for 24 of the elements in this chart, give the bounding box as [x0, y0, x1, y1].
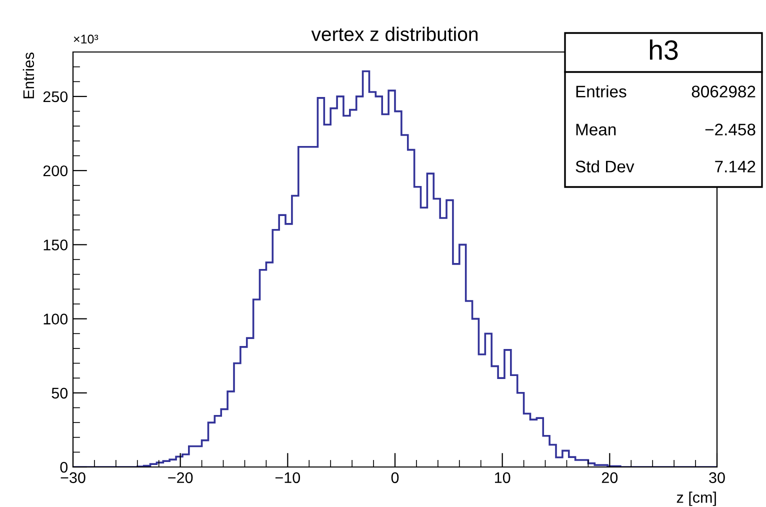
x-axis-title: z [cm] — [676, 492, 716, 506]
x-tick-label: −20 — [168, 472, 193, 484]
x-tick-label: −30 — [60, 472, 86, 484]
y-tick-label: 250 — [43, 91, 68, 102]
x-tick-label: 30 — [709, 472, 725, 484]
y-tick-label: 200 — [43, 165, 68, 176]
annotation: Std Dev — [576, 160, 634, 172]
x-tick-label: −10 — [275, 472, 300, 484]
text: ×10³ — [74, 34, 98, 44]
x-tick-label: 10 — [495, 472, 510, 484]
x-tick-label: 20 — [602, 472, 618, 484]
y-tick-label: 100 — [44, 314, 68, 324]
y-axis-title: Entries — [22, 52, 34, 98]
annotation: 7.142 — [715, 160, 756, 172]
x-tick-label: 0 — [391, 472, 399, 484]
annotation: h3 — [650, 40, 678, 60]
y-tick-label: 50 — [52, 388, 68, 399]
y-tick-label: 150 — [44, 240, 68, 250]
annotation: Entries — [576, 85, 626, 98]
annotation: Mean — [576, 124, 616, 136]
annotation: −2.458 — [705, 124, 756, 136]
y-tick-label: 0 — [60, 462, 68, 473]
annotation: 8062982 — [692, 86, 756, 98]
chart-title: vertex z distribution — [311, 26, 478, 42]
